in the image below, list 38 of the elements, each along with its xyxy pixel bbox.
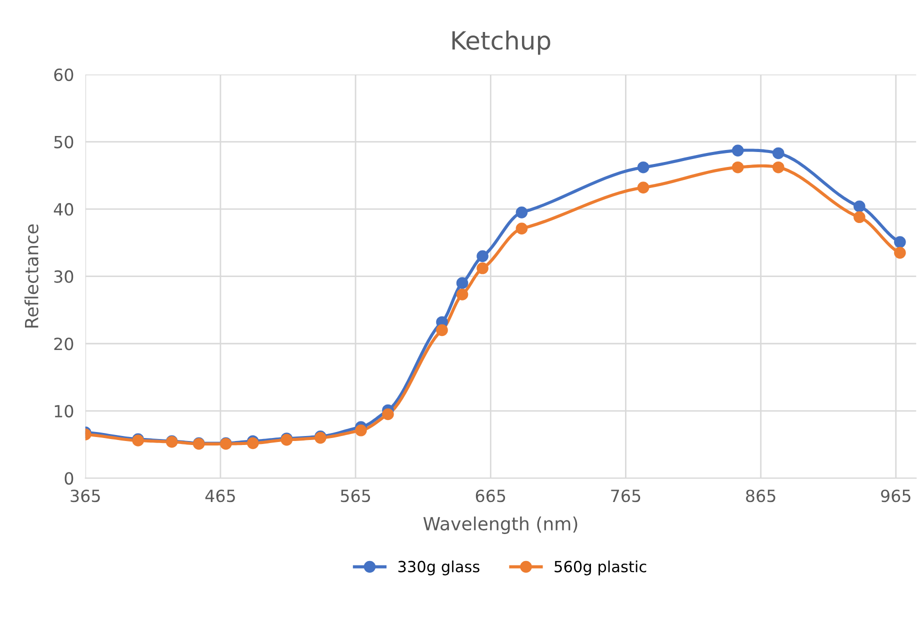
point <box>772 147 784 160</box>
y-tick-label: 10 <box>54 404 74 418</box>
point <box>894 246 906 259</box>
point <box>772 161 784 174</box>
x-tick-label: 865 <box>746 490 776 502</box>
point <box>382 408 394 420</box>
point <box>637 182 650 194</box>
point <box>436 324 448 336</box>
y-tick-label: 40 <box>54 203 74 216</box>
x-tick-label: 465 <box>205 490 235 502</box>
y-tick-label: 0 <box>64 472 74 485</box>
point <box>476 250 488 262</box>
point <box>516 222 528 234</box>
point <box>637 161 650 174</box>
y-tick-label: 30 <box>54 270 74 283</box>
x-tick-label: 765 <box>611 490 640 502</box>
legend-label: 330g glass <box>398 560 480 576</box>
x-tick-label: 365 <box>70 490 100 502</box>
x-tick-label: 665 <box>476 490 506 502</box>
y-tick-label: 20 <box>54 338 74 350</box>
x-tick-label: 965 <box>881 490 910 502</box>
y-tick-label: 50 <box>54 136 74 148</box>
point <box>732 161 744 174</box>
point <box>854 200 866 212</box>
point <box>456 288 468 300</box>
point <box>854 211 866 224</box>
y-tick-label: 60 <box>54 68 74 82</box>
point <box>894 236 906 248</box>
x-axis-title: Wavelength (nm) <box>423 516 578 534</box>
y-axis-title: Reflectance <box>24 224 38 328</box>
chart-title: Ketchup <box>452 30 550 55</box>
point <box>732 144 744 156</box>
point <box>516 206 528 218</box>
x-tick-label: 565 <box>340 490 370 502</box>
point <box>355 424 367 436</box>
point <box>456 277 468 289</box>
point <box>476 262 488 274</box>
legend-label: 560g plastic <box>554 560 646 576</box>
